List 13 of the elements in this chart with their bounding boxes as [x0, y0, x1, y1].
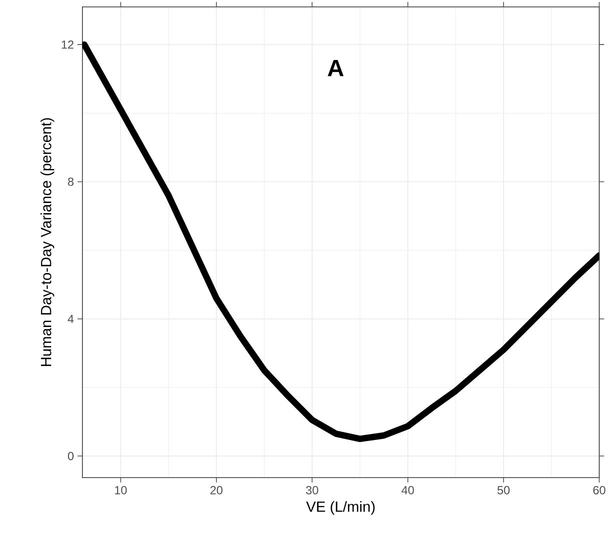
- annotation: A: [328, 60, 344, 76]
- x-tick-label: 60: [593, 486, 606, 494]
- y-tick-label: 8: [68, 177, 74, 186]
- y-tick-label: 12: [62, 40, 74, 49]
- y-axis-title: Human Day-to-Day Variance (percent): [40, 118, 54, 366]
- x-axis-title: VE (L/min): [306, 500, 375, 515]
- x-tick-label: 30: [306, 486, 318, 494]
- x-tick-label: 40: [402, 486, 414, 494]
- y-tick-label: 4: [68, 314, 74, 323]
- y-tick-label: 0: [68, 452, 74, 460]
- x-tick-label: 50: [497, 486, 510, 494]
- x-tick-label: 10: [115, 486, 127, 494]
- x-tick-label: 20: [210, 486, 222, 494]
